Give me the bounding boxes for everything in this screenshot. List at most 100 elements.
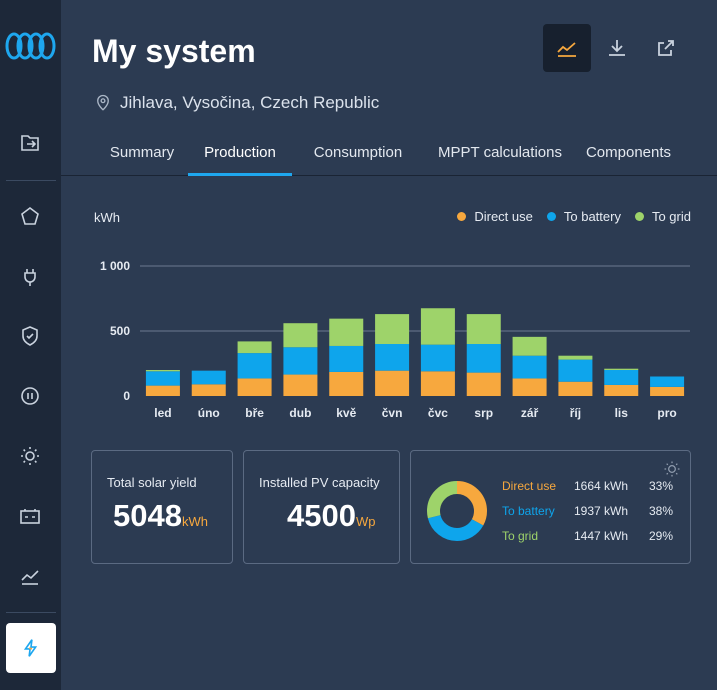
switch-site-icon[interactable]	[15, 128, 45, 158]
pentagon-icon[interactable]	[15, 202, 45, 232]
x-tick-label: bře	[245, 406, 264, 420]
sun-icon[interactable]	[15, 441, 45, 471]
total-solar-yield-card: Total solar yield 5048kWh	[91, 450, 233, 564]
x-tick-label: kvě	[336, 406, 356, 420]
pause-circle-icon[interactable]	[15, 381, 45, 411]
bar-segment	[329, 371, 364, 396]
tab-production[interactable]: Production	[188, 136, 292, 176]
row-kwh: 1664 kWh	[574, 479, 629, 493]
distribution-row: Direct use 1664 kWh 33%	[502, 479, 673, 493]
legend-dot	[457, 212, 467, 221]
card-label: Installed PV capacity	[259, 475, 380, 490]
battery-icon[interactable]	[15, 501, 45, 531]
row-pct: 29%	[649, 529, 674, 543]
row-name: To grid	[502, 529, 539, 543]
bar-segment	[237, 378, 272, 396]
bar-segment	[329, 318, 364, 346]
x-tick-label: srp	[474, 406, 493, 420]
lightning-icon[interactable]	[6, 623, 56, 673]
sun-icon	[662, 459, 682, 484]
tab-mppt-calculations[interactable]: MPPT calculations	[438, 144, 562, 161]
card-label: Total solar yield	[107, 475, 197, 490]
x-tick-label: led	[154, 406, 171, 420]
installed-pv-card: Installed PV capacity 4500Wp	[243, 450, 400, 564]
legend-dot	[546, 212, 556, 221]
distribution-row: To grid 1447 kWh 29%	[502, 529, 673, 543]
bar-segment	[558, 355, 593, 360]
x-tick-label: čvc	[428, 406, 448, 420]
line-chart-icon	[557, 42, 576, 57]
shield-icon[interactable]	[15, 321, 45, 351]
x-tick-label: úno	[198, 406, 220, 420]
row-kwh: 1937 kWh	[574, 504, 629, 518]
location-text: Jihlava, Vysočina, Czech Republic	[120, 93, 380, 112]
bar-segment	[512, 355, 547, 379]
bar-segment	[237, 353, 272, 379]
distribution-row: To battery 1937 kWh 38%	[502, 504, 673, 518]
legend-direct-use[interactable]: Direct use	[457, 209, 533, 224]
tab-summary[interactable]: Summary	[109, 144, 175, 161]
bar-segment	[145, 371, 180, 386]
value-number: 4500	[287, 498, 356, 533]
bar-segment	[512, 378, 547, 396]
x-tick-label: zář	[521, 406, 539, 420]
bar-segment	[558, 359, 593, 382]
page-title: My system	[92, 33, 256, 69]
bar-segment	[191, 384, 226, 396]
location: Jihlava, Vysočina, Czech Republic	[94, 93, 379, 113]
donut-slice	[427, 481, 487, 541]
x-tick-label: pro	[657, 406, 676, 420]
y-tick-label: 1 000	[100, 259, 130, 273]
value-number: 5048	[113, 498, 182, 533]
distribution-card: Direct use 1664 kWh 33% To battery 1937 …	[410, 450, 691, 564]
bar-segment	[375, 314, 410, 344]
tab-components[interactable]: Components	[585, 144, 672, 161]
row-pct: 38%	[649, 504, 674, 518]
bar-segment	[237, 341, 272, 354]
tab-consumption[interactable]: Consumption	[313, 144, 403, 161]
bar-segment	[604, 384, 639, 396]
bar-segment	[375, 370, 410, 396]
x-tick-label: říj	[570, 406, 581, 420]
share-icon	[658, 40, 674, 56]
bar-segment	[558, 381, 593, 396]
x-tick-label: dub	[289, 406, 311, 420]
bar-segment	[145, 385, 180, 396]
donut-slice	[427, 481, 487, 541]
legend-to-grid[interactable]: To grid	[634, 209, 691, 224]
plug-icon[interactable]	[15, 262, 45, 292]
total-yield-value: 5048kWh	[113, 498, 208, 534]
chart-view-button[interactable]	[543, 24, 591, 72]
row-kwh: 1447 kWh	[574, 529, 629, 543]
bar-segment	[283, 347, 318, 375]
y-tick-label: 500	[110, 324, 130, 338]
y-axis-unit: kWh	[94, 210, 120, 225]
chart-icon[interactable]	[15, 561, 45, 591]
share-button[interactable]	[642, 24, 690, 72]
row-pct: 33%	[649, 479, 674, 493]
chart-canvas: 0 500 1 000 led úno bře dub kvě čvn čvc srp zář říj l…	[100, 259, 690, 420]
sidebar-divider	[6, 612, 56, 613]
bar-segment	[650, 376, 685, 387]
y-tick-label: 0	[123, 389, 130, 403]
legend-to-battery[interactable]: To battery	[546, 209, 621, 224]
bar-segment	[191, 370, 226, 385]
row-name: Direct use	[502, 479, 557, 493]
bar-segment	[329, 345, 364, 372]
installed-pv-value: 4500Wp	[287, 498, 375, 534]
x-tick-label: čvn	[382, 406, 403, 420]
sidebar-divider	[6, 180, 56, 181]
bar-segment	[466, 314, 501, 344]
chart-legend: Direct use To battery To grid	[457, 209, 691, 224]
bar-segment	[650, 386, 685, 396]
bar-segment	[420, 344, 455, 372]
download-icon	[609, 40, 625, 56]
legend-label: To grid	[651, 209, 691, 224]
legend-label: To battery	[563, 209, 621, 224]
bar-segment	[604, 370, 639, 385]
bar-segment	[512, 336, 547, 356]
sidebar	[0, 0, 61, 690]
map-pin-icon	[97, 94, 109, 111]
production-chart: kWh Direct use To battery To grid 0 500 1 …	[61, 176, 717, 436]
download-button[interactable]	[593, 24, 641, 72]
